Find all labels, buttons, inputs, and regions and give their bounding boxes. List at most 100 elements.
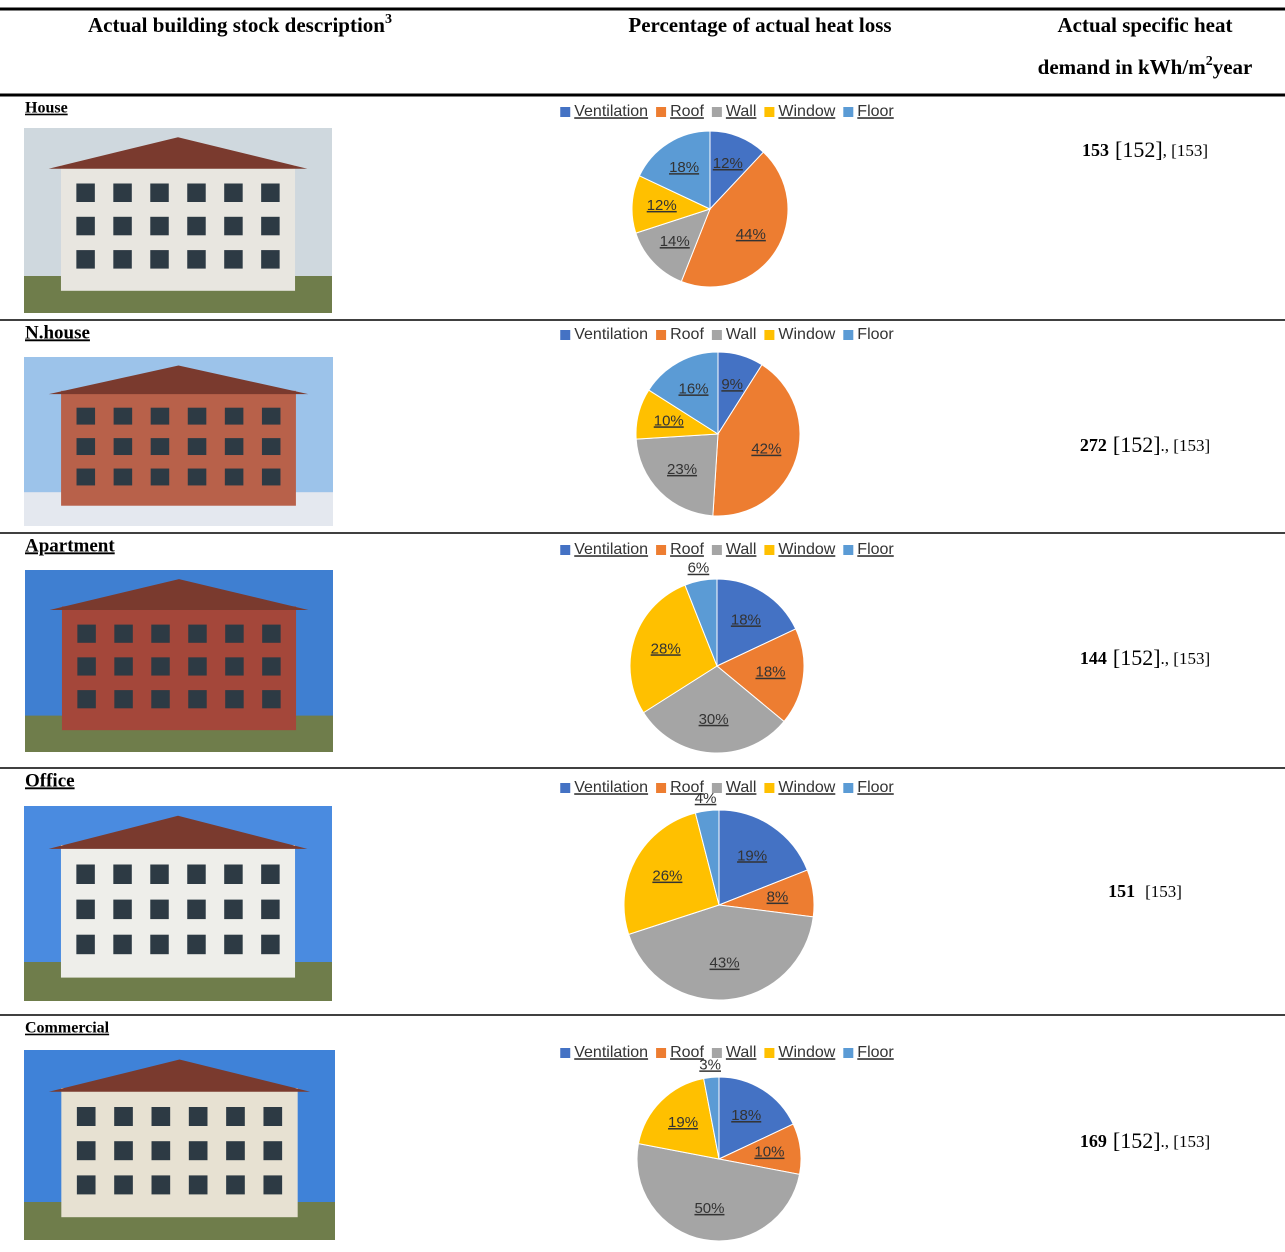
photo-window <box>114 690 133 709</box>
photo-window <box>151 1107 171 1126</box>
legend-label: Window <box>778 541 835 558</box>
photo-window <box>150 438 170 456</box>
photo-window <box>114 1107 133 1126</box>
photo-window <box>224 934 243 955</box>
photo-roof <box>48 365 309 395</box>
photo-window <box>114 657 133 676</box>
photo-window <box>77 657 96 676</box>
photo-window <box>225 690 244 709</box>
legend-label: Wall <box>726 1044 757 1061</box>
legend-label: Floor <box>857 326 894 343</box>
photo-window <box>224 250 243 269</box>
photo-roof <box>49 579 309 611</box>
demand-value: 169 <box>1080 1131 1107 1151</box>
pie-slice <box>623 812 720 935</box>
photo-window <box>224 407 244 425</box>
slice-label: 42% <box>751 441 781 458</box>
photo-building <box>61 606 297 731</box>
legend-swatch <box>656 1048 667 1058</box>
legend-swatch <box>764 107 775 117</box>
legend-swatch <box>843 545 854 555</box>
legend-swatch <box>711 1048 722 1058</box>
photo-roof <box>48 815 308 849</box>
photo-window <box>77 624 96 643</box>
legend-swatch <box>656 107 667 117</box>
demand-text: 272 [152]., [153] <box>1080 432 1210 457</box>
legend: Ventilation Roof Wall Window Floor <box>560 103 894 120</box>
legend-swatch <box>711 545 722 555</box>
legend: Ventilation Roof Wall Window Floor <box>560 1044 894 1061</box>
photo-window <box>77 690 96 709</box>
slice-label: 6% <box>688 560 710 577</box>
photo-roof <box>48 1059 311 1092</box>
photo-window <box>76 1175 96 1195</box>
legend-label: Window <box>778 326 835 343</box>
photo-building <box>60 845 296 978</box>
photo-window <box>151 657 170 676</box>
photo-window <box>224 438 244 456</box>
header-col2: Percentage of actual heat loss <box>628 13 891 37</box>
photo-window <box>188 657 207 676</box>
photo-window <box>262 657 281 676</box>
photo-window <box>187 899 206 920</box>
slice-label: 16% <box>678 380 708 397</box>
slice-label: 43% <box>710 955 740 972</box>
legend-swatch <box>843 783 854 793</box>
photo-window <box>150 407 170 425</box>
demand-value: 272 <box>1080 435 1107 455</box>
legend-swatch <box>764 1048 775 1058</box>
citation: ., [153] <box>1161 436 1211 455</box>
pie-slice <box>628 904 814 1001</box>
photo-window <box>114 624 133 643</box>
photo-window <box>113 899 132 920</box>
photo-window <box>224 899 243 920</box>
photo-window <box>225 657 244 676</box>
legend-label: Roof <box>670 103 704 120</box>
photo-window <box>187 468 207 486</box>
legend-swatch <box>711 330 722 340</box>
slice-label: 10% <box>754 1144 784 1161</box>
photo-window <box>188 690 207 709</box>
photo-window <box>76 1141 96 1161</box>
photo-window <box>262 624 281 643</box>
photo-roof <box>48 137 308 169</box>
legend-label: Wall <box>726 103 757 120</box>
demand-text: 169 [152]., [153] <box>1080 1128 1210 1153</box>
photo-window <box>151 690 170 709</box>
slice-label: 9% <box>721 376 743 393</box>
pie-slice <box>716 578 797 667</box>
legend: Ventilation Roof Wall Window Floor <box>560 779 894 796</box>
photo-window <box>261 183 280 202</box>
pie-slice <box>694 809 720 906</box>
photo-window <box>76 407 96 425</box>
legend-swatch <box>560 783 571 793</box>
slice-label: 12% <box>713 155 743 172</box>
legend-label: Roof <box>670 1044 704 1061</box>
slice-label: 26% <box>652 868 682 885</box>
legend-swatch <box>711 783 722 793</box>
pie-slice <box>642 665 785 754</box>
pie-slice <box>703 1076 720 1160</box>
superscript: 2 <box>1206 54 1213 69</box>
pie-slice <box>635 433 719 517</box>
citation: [152] <box>1113 1128 1161 1153</box>
pie-slice <box>648 351 719 435</box>
slice-label: 8% <box>767 889 789 906</box>
photo-window <box>261 899 280 920</box>
slice-label: 44% <box>736 226 766 243</box>
pie-slice <box>629 584 718 714</box>
legend-label: Roof <box>670 779 704 796</box>
row-label: House <box>25 100 68 117</box>
photo-window <box>151 1141 171 1161</box>
slice-label: 18% <box>669 159 699 176</box>
row-label: Commercial <box>25 1020 110 1037</box>
photo-window <box>226 1107 245 1126</box>
photo-window <box>150 934 169 955</box>
pie-slice <box>680 151 789 288</box>
legend-label: Wall <box>726 326 757 343</box>
slice-label: 50% <box>694 1200 724 1217</box>
demand-value: 153 <box>1082 140 1109 160</box>
legend-swatch <box>843 1048 854 1058</box>
